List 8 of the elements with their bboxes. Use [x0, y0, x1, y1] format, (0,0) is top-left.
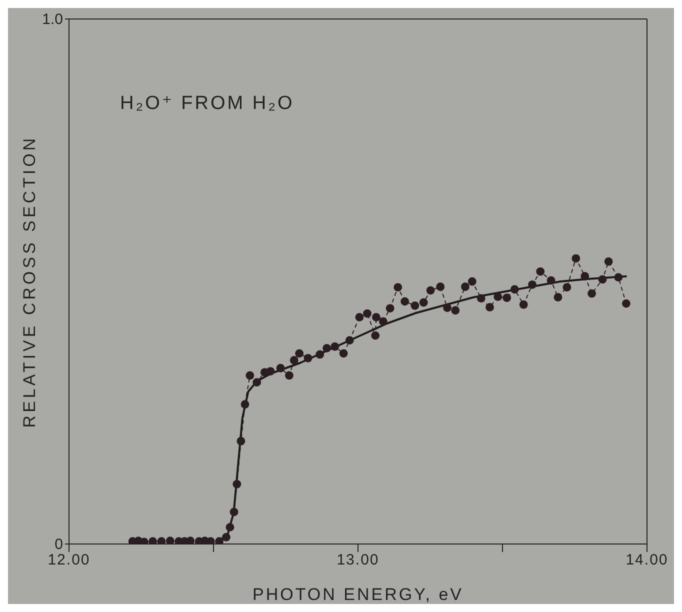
y-tick-label: 1.0 [42, 11, 63, 28]
x-tick-label: 14.00 [626, 552, 668, 569]
x-tick-label: 12.00 [48, 552, 90, 569]
annotation: H₂O⁺ FROM H₂O [120, 92, 294, 115]
x-axis-title: PHOTON ENERGY, eV [252, 585, 464, 604]
y-tick-label: 0 [54, 536, 63, 553]
x-tick-label: 13.00 [336, 552, 380, 569]
y-axis-title: RELATIVE CROSS SECTION [20, 135, 40, 428]
